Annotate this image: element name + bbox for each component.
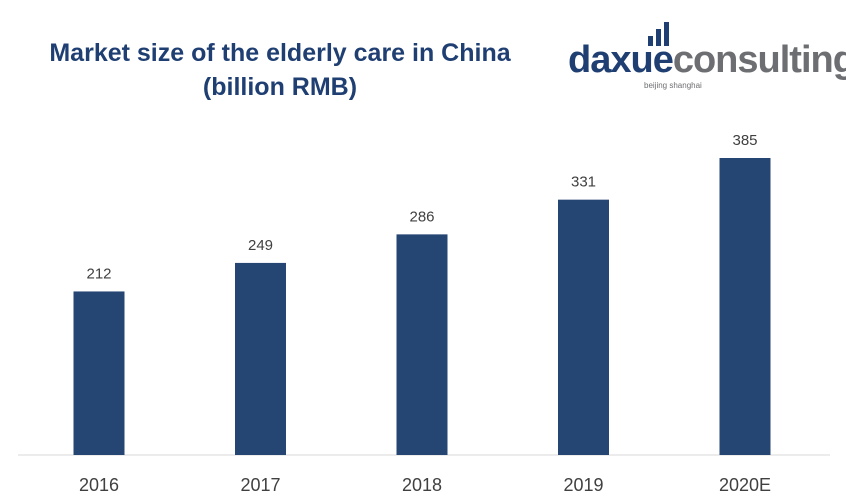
bar-2017 [235,262,286,455]
daxue-consulting-logo: daxueconsulting beijing shanghai [568,22,846,94]
value-label-2016: 212 [86,265,111,282]
chart-title-line2: (billion RMB) [202,73,358,101]
bar-2019 [558,199,609,455]
logo-subtitle: beijing shanghai [644,81,702,90]
bars-group [73,158,771,455]
chart-title-line1: Market size of the elderly care in China [49,39,511,67]
logo-word-consulting: consulting [672,39,846,81]
logo-word-daxue: daxue [568,39,674,81]
chart-title: Market size of the elderly care in China… [20,36,540,104]
bar-2018 [396,234,448,455]
value-label-2018: 286 [409,208,434,225]
bar-2020e [719,158,771,455]
value-label-2019: 331 [571,174,596,191]
category-label-2016: 2016 [79,475,119,495]
logo-wordmark: daxueconsulting [568,38,846,82]
category-label-2020e: 2020E [719,475,771,495]
bar-2016 [73,291,125,455]
value-label-2020e: 385 [732,132,757,149]
category-label-2017: 2017 [240,475,280,495]
category-labels-group: 2016 2017 2018 2019 2020E [79,475,771,495]
category-label-2018: 2018 [402,475,442,495]
category-label-2019: 2019 [563,475,603,495]
value-label-2017: 249 [248,237,273,254]
value-labels-group: 212 249 286 331 385 [86,132,757,282]
